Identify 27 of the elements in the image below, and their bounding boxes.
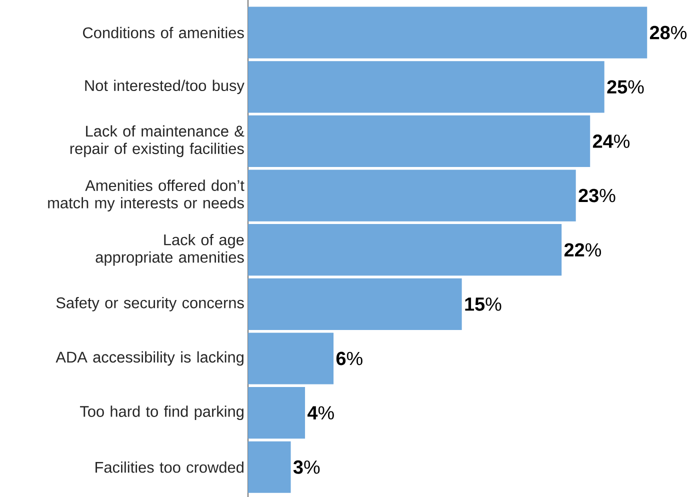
y-tick-label: Facilities too crowded xyxy=(96,461,244,473)
data-label: 28% xyxy=(650,26,687,40)
bar xyxy=(248,170,576,222)
data-label: 22% xyxy=(564,243,601,257)
y-tick-label: ADA accessibility is lacking xyxy=(56,351,244,366)
data-label: 25% xyxy=(607,80,644,94)
bar xyxy=(248,115,590,168)
y-tick-label: Safety or security concerns xyxy=(56,296,244,312)
y-tick-label: Not interested/too busy xyxy=(85,80,244,94)
data-label: 24% xyxy=(592,134,630,148)
y-tick-label: Lack of age appropriate amenities xyxy=(96,234,244,266)
y-tick-label: Amenities offered don’t match my interests or needs xyxy=(48,180,244,212)
bar xyxy=(248,61,604,113)
data-label: 23% xyxy=(578,188,616,202)
bar xyxy=(248,387,306,439)
bar xyxy=(248,278,462,330)
y-tick-label: Too hard to find parking xyxy=(80,406,244,420)
y-tick-label: Conditions of amenities xyxy=(83,26,244,38)
data-label: 4% xyxy=(307,406,334,420)
bar xyxy=(248,224,562,276)
bar xyxy=(248,332,334,384)
data-label: 3% xyxy=(293,460,320,474)
data-label: 6% xyxy=(336,352,362,366)
y-tick-label: Lack of maintenance & repair of existing facilities xyxy=(70,125,244,158)
data-label: 15% xyxy=(465,298,502,311)
bar xyxy=(248,6,648,58)
bar xyxy=(248,441,291,493)
